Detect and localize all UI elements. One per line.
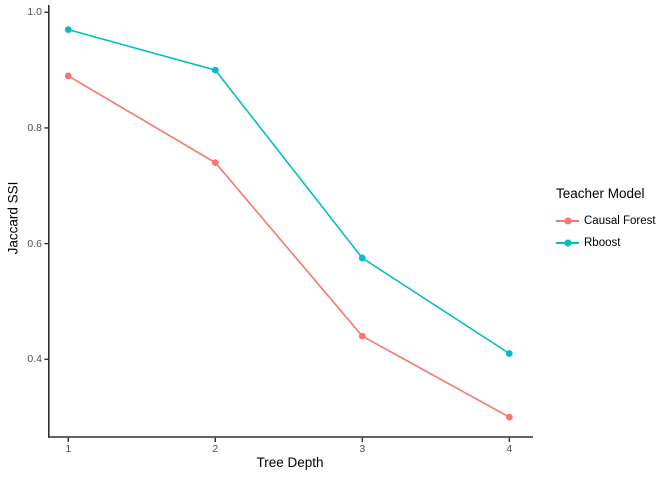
legend-title: Teacher Model: [556, 186, 645, 201]
series-point-causal-forest: [358, 332, 366, 340]
legend-key: [556, 215, 579, 227]
legend-item: Causal Forest: [556, 214, 656, 228]
legend: Teacher Model Causal Forest Rboost: [556, 186, 656, 258]
legend-item-label: Causal Forest: [584, 215, 656, 227]
series-line-rboost: [68, 28, 510, 355]
x-axis-title: Tree Depth: [256, 455, 324, 470]
x-tick-label: 1: [65, 443, 72, 455]
y-tick-label: 1.0: [27, 6, 42, 19]
series-line-causal-forest: [67, 75, 510, 418]
legend-key: [556, 237, 579, 249]
x-tick-label: 4: [506, 443, 513, 455]
x-tick-label: 3: [359, 443, 366, 455]
series-point-rboost: [211, 66, 219, 74]
series-point-rboost: [505, 350, 513, 357]
y-tick-label: 0.4: [27, 353, 42, 366]
series-point-causal-forest: [211, 159, 219, 167]
legend-key-dot: [564, 239, 571, 247]
y-tick-label: 0.6: [27, 237, 42, 250]
y-tick-label: 0.8: [27, 121, 42, 134]
series-point-causal-forest: [64, 72, 72, 80]
legend-key-dot: [564, 217, 571, 225]
x-tick-label: 2: [212, 443, 219, 455]
series-point-rboost: [358, 254, 366, 262]
legend-item-label: Rboost: [584, 237, 621, 249]
legend-item: Rboost: [556, 236, 656, 250]
legend-items: Causal Forest Rboost: [556, 214, 656, 250]
series-point-rboost: [64, 26, 72, 34]
series-point-causal-forest: [505, 413, 513, 421]
